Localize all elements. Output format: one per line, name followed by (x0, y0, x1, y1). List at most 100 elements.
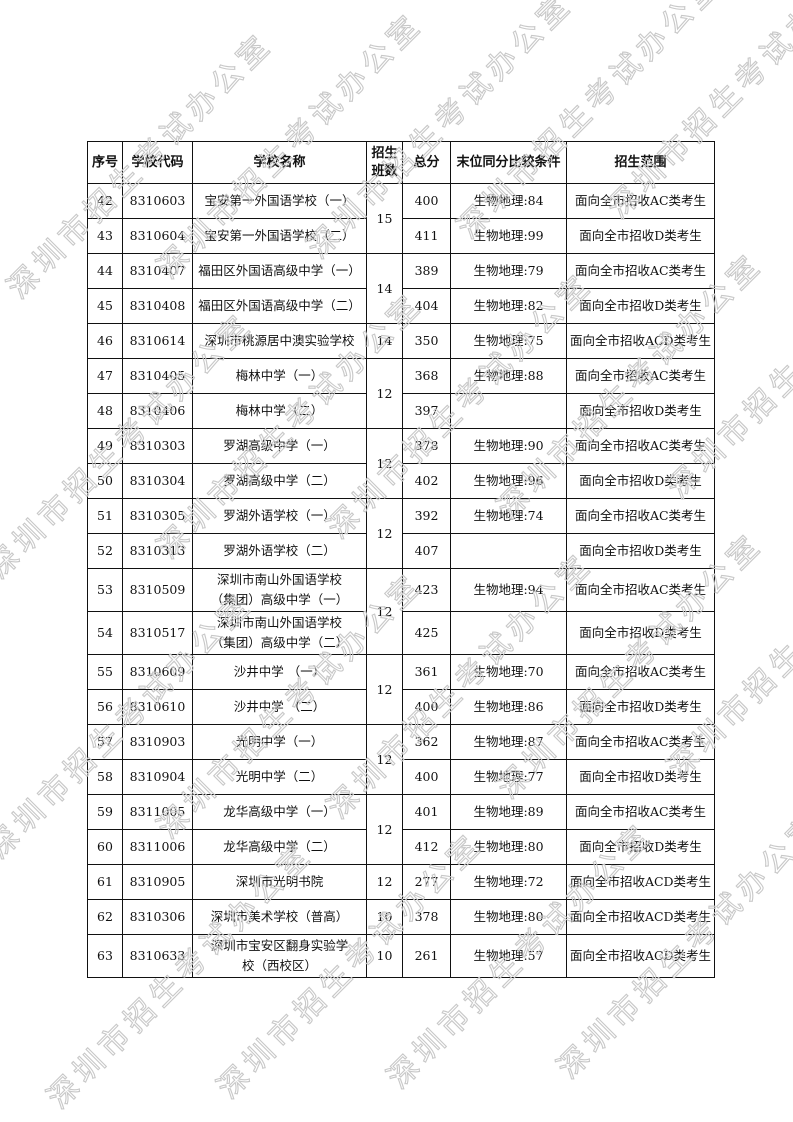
table-row: 61 8310905 深圳市光明书院 12 277 生物地理:72 面向全市招收ACD类考生 (87, 864, 715, 900)
school-name: 福田区外国语高级中学（二） (192, 288, 367, 324)
school-name: 龙华高级中学（二） (192, 829, 367, 865)
tiebreak-condition: 生物地理:86 (450, 689, 567, 725)
class-count: 12 (366, 794, 403, 865)
school-name: 深圳市桃源居中澳实验学校 (192, 323, 367, 359)
header-score: 总分 (402, 141, 451, 184)
school-code: 8311005 (122, 794, 193, 830)
header-scope: 招生范围 (566, 141, 715, 184)
admission-scope: 面向全市招收AC类考生 (566, 253, 715, 289)
total-score: 350 (402, 323, 451, 359)
admission-scope: 面向全市招收D类考生 (566, 611, 715, 655)
header-tiebreak: 末位同分比较条件 (450, 141, 567, 184)
row-number: 43 (87, 218, 123, 254)
row-number: 57 (87, 724, 123, 760)
school-name: 宝安第一外国语学校（一） (192, 183, 367, 219)
school-code: 8310904 (122, 759, 193, 795)
school-code: 8310517 (122, 611, 193, 655)
tiebreak-condition: 生物地理:96 (450, 463, 567, 499)
school-name: 龙华高级中学（一） (192, 794, 367, 830)
admission-scope: 面向全市招收AC类考生 (566, 568, 715, 612)
school-code: 8310905 (122, 864, 193, 900)
total-score: 389 (402, 253, 451, 289)
total-score: 404 (402, 288, 451, 324)
tiebreak-condition (450, 393, 567, 429)
total-score: 400 (402, 183, 451, 219)
table-row: 52 8310313 罗湖外语学校（二） 407 面向全市招收D类考生 (87, 533, 715, 569)
table-header-row: 序号 学校代码 学校名称 招生班数 总分 末位同分比较条件 招生范围 (87, 141, 715, 184)
school-code: 8310304 (122, 463, 193, 499)
admission-scope: 面向全市招收D类考生 (566, 218, 715, 254)
table-row: 45 8310408 福田区外国语高级中学（二） 404 生物地理:82 面向全市招收D类… (87, 288, 715, 324)
class-count: 12 (366, 568, 403, 655)
header-no: 序号 (87, 141, 123, 184)
admission-scope: 面向全市招收D类考生 (566, 689, 715, 725)
admission-scope: 面向全市招收D类考生 (566, 463, 715, 499)
school-name: 宝安第一外国语学校（二） (192, 218, 367, 254)
admission-scope: 面向全市招收D类考生 (566, 759, 715, 795)
table-row: 60 8311006 龙华高级中学（二） 412 生物地理:80 面向全市招收D类考生 (87, 829, 715, 865)
admission-table: 序号 学校代码 学校名称 招生班数 总分 末位同分比较条件 招生范围 42 831… (87, 141, 715, 978)
total-score: 400 (402, 759, 451, 795)
row-number: 55 (87, 654, 123, 690)
school-name: 罗湖高级中学（一） (192, 428, 367, 464)
admission-scope: 面向全市招收ACD类考生 (566, 864, 715, 900)
table-row: 53 8310509 深圳市南山外国语学校（集团）高级中学（一） 12 423 生物地理:… (87, 568, 715, 655)
total-score: 368 (402, 358, 451, 394)
row-number: 53 (87, 568, 123, 612)
class-count: 15 (366, 183, 403, 254)
row-number: 59 (87, 794, 123, 830)
tiebreak-condition (450, 533, 567, 569)
class-count: 12 (366, 428, 403, 499)
total-score: 261 (402, 934, 451, 978)
school-name: 梅林中学（一） (192, 358, 367, 394)
tiebreak-condition: 生物地理:82 (450, 288, 567, 324)
tiebreak-condition: 生物地理:89 (450, 794, 567, 830)
row-number: 54 (87, 611, 123, 655)
admission-scope: 面向全市招收ACD类考生 (566, 934, 715, 978)
school-code: 8310405 (122, 358, 193, 394)
school-code: 8310604 (122, 218, 193, 254)
tiebreak-condition: 生物地理:72 (450, 864, 567, 900)
total-score: 402 (402, 463, 451, 499)
school-code: 8311006 (122, 829, 193, 865)
school-name: 深圳市南山外国语学校（集团）高级中学（二） (192, 611, 367, 655)
table-row: 63 8310633 深圳市宝安区翻身实验学校（西校区） 10 261 生物地理:57 面向… (87, 934, 715, 978)
school-code: 8310313 (122, 533, 193, 569)
row-number: 45 (87, 288, 123, 324)
total-score: 361 (402, 654, 451, 690)
school-name: 沙井中学 （二） (192, 689, 367, 725)
row-number: 46 (87, 323, 123, 359)
row-number: 58 (87, 759, 123, 795)
school-code: 8310614 (122, 323, 193, 359)
class-count: 12 (366, 864, 403, 900)
admission-scope: 面向全市招收AC类考生 (566, 794, 715, 830)
total-score: 397 (402, 393, 451, 429)
tiebreak-condition: 生物地理:87 (450, 724, 567, 760)
school-name: 罗湖高级中学（二） (192, 463, 367, 499)
school-code: 8310407 (122, 253, 193, 289)
table-row: 59 8311005 龙华高级中学（一） 12 401 生物地理:89 面向全市招收AC类考… (87, 794, 715, 865)
class-count: 14 (366, 323, 403, 359)
tiebreak-condition: 生物地理:80 (450, 829, 567, 865)
table-row: 47 8310405 梅林中学（一） 12 368 生物地理:88 面向全市招收AC类考生 (87, 358, 715, 429)
row-number: 52 (87, 533, 123, 569)
admission-scope: 面向全市招收AC类考生 (566, 428, 715, 464)
tiebreak-condition: 生物地理:75 (450, 323, 567, 359)
total-score: 392 (402, 498, 451, 534)
table-row: 62 8310306 深圳市美术学校（普高） 10 378 生物地理:80 面向全市招收AC… (87, 899, 715, 935)
school-code: 8310406 (122, 393, 193, 429)
admission-scope: 面向全市招收ACD类考生 (566, 323, 715, 359)
school-name: 罗湖外语学校（二） (192, 533, 367, 569)
table-row: 50 8310304 罗湖高级中学（二） 402 生物地理:96 面向全市招收D类考生 (87, 463, 715, 499)
class-count: 12 (366, 724, 403, 795)
header-class-count: 招生班数 (366, 141, 403, 184)
table-row: 55 8310609 沙井中学 （一） 12 361 生物地理:70 面向全市招收AC类考生 (87, 654, 715, 725)
school-name: 深圳市光明书院 (192, 864, 367, 900)
class-count: 10 (366, 934, 403, 978)
tiebreak-condition: 生物地理:84 (450, 183, 567, 219)
school-code: 8310609 (122, 654, 193, 690)
row-number: 44 (87, 253, 123, 289)
total-score: 425 (402, 611, 451, 655)
row-number: 62 (87, 899, 123, 935)
school-code: 8310633 (122, 934, 193, 978)
